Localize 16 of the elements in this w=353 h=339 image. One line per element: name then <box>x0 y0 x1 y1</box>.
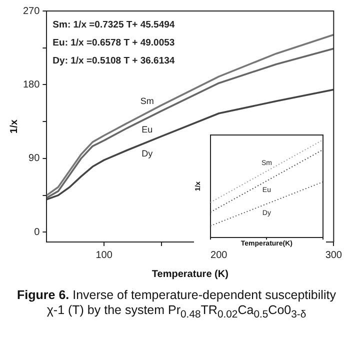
y-tick-label: 0 <box>34 226 40 238</box>
y-tick-label: 180 <box>22 79 40 90</box>
x-tick-label: 100 <box>96 250 113 261</box>
x-tick-label: 300 <box>325 250 342 261</box>
chart-title: Figure 6. Inverse of temperature-dependent susceptibility χ-1 (T) by the system Pr$_{0.48}$TR$_{0.02}$Ca$_{0.5}$Co0$_{3-δ}$ <box>17 288 336 320</box>
series-label: Eu <box>142 124 153 135</box>
series-label: Dy <box>142 148 154 159</box>
annotation: Sm: 1/x =0.7325 T+ 45.5494 <box>52 20 176 31</box>
y-tick-label: 90 <box>28 153 40 164</box>
series-label: Sm <box>140 96 154 106</box>
x-tick-label: 200 <box>210 250 228 261</box>
annotation: Dy: 1/x =0.5108 T + 36.6134 <box>52 56 176 67</box>
y-tick-label: 270 <box>22 6 40 17</box>
y-axis-title: 1/x <box>8 119 20 134</box>
annotation: Eu: 1/x =0.6578 T + 49.0053 <box>52 38 175 49</box>
x-axis-title: Temperature (K) <box>152 268 228 280</box>
